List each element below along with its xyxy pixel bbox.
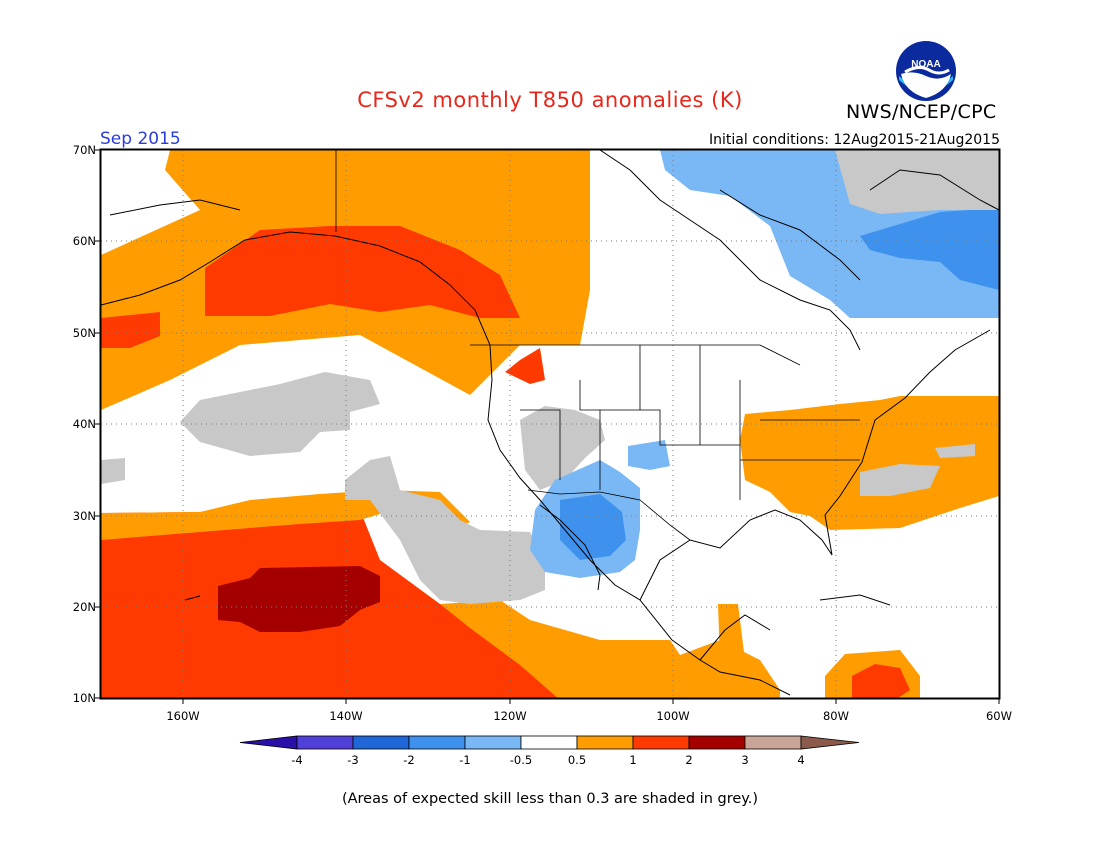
colorbar-swatch: [744, 735, 802, 750]
colorbar-tick-label: 3: [741, 753, 749, 767]
colorbar-tick-label: -2: [403, 753, 415, 767]
colorbar-tick-label: -1: [459, 753, 471, 767]
noaa-logo-icon: NOAA: [896, 41, 956, 101]
chart-title: CFSv2 monthly T850 anomalies (K): [357, 88, 743, 112]
colorbar-tick-label: -3: [347, 753, 359, 767]
lon-label-100w: 100W: [656, 709, 690, 723]
lat-label-50n: 50N: [72, 326, 96, 340]
colorbar-swatch: [464, 735, 522, 750]
lon-label-80w: 80W: [822, 709, 849, 723]
anomaly-shading: [101, 150, 999, 698]
lat-label-40n: 40N: [72, 417, 96, 431]
lat-label-10n: 10N: [72, 691, 96, 705]
agency-label: NWS/NCEP/CPC: [846, 101, 997, 123]
lat-label-60n: 60N: [72, 234, 96, 248]
svg-text:NOAA: NOAA: [911, 59, 940, 70]
colorbar-swatch: [520, 735, 578, 750]
borders: [335, 150, 860, 541]
colorbar-tick-label: -0.5: [509, 753, 533, 767]
colorbar-tick-label: -4: [291, 753, 303, 767]
colorbar: [239, 735, 860, 750]
axis-ticks: [95, 149, 1000, 704]
lat-label-20n: 20N: [72, 600, 96, 614]
colorbar-tick-label: 2: [685, 753, 693, 767]
valid-month-label: Sep 2015: [100, 129, 181, 149]
lon-label-160w: 160W: [166, 709, 200, 723]
lat-label-70n: 70N: [72, 143, 96, 157]
lon-label-60w: 60W: [985, 709, 1012, 723]
colorbar-tick-label: 0.5: [567, 753, 587, 767]
colorbar-tick-label: 1: [629, 753, 637, 767]
colorbar-swatch: [296, 735, 354, 750]
lat-label-30n: 30N: [72, 509, 96, 523]
lon-label-120w: 120W: [493, 709, 527, 723]
colorbar-tick-label: 4: [797, 753, 805, 767]
colorbar-swatch: [576, 735, 634, 750]
colorbar-swatch: [688, 735, 746, 750]
lon-label-140w: 140W: [329, 709, 363, 723]
colorbar-high-arrow: [800, 735, 860, 750]
initial-conditions-label: Initial conditions: 12Aug2015-21Aug2015: [709, 132, 1000, 148]
skill-footnote: (Areas of expected skill less than 0.3 a…: [341, 791, 759, 807]
colorbar-low-arrow: [239, 735, 298, 750]
colorbar-swatch: [632, 735, 690, 750]
colorbar-swatch: [408, 735, 466, 750]
coastlines: [101, 150, 999, 696]
colorbar-swatch: [352, 735, 410, 750]
